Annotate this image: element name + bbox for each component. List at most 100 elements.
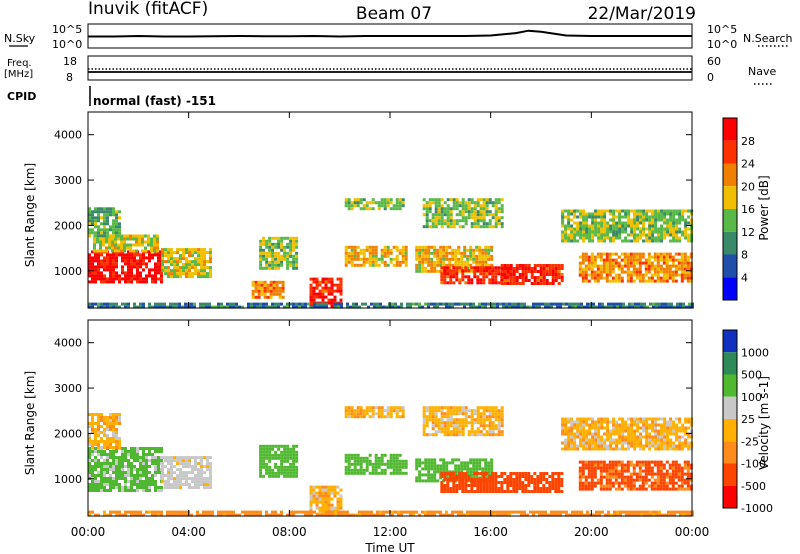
heatmap-cell <box>94 256 97 260</box>
heatmap-cell <box>561 209 565 213</box>
heatmap-cell <box>647 255 651 259</box>
heatmap-cell <box>398 471 402 475</box>
heatmap-cell <box>464 481 468 484</box>
heatmap-cell <box>466 260 470 264</box>
heatmap-cell <box>488 478 492 481</box>
heatmap-cell <box>458 406 462 410</box>
heatmap-cell <box>556 305 559 309</box>
heatmap-cell <box>659 267 663 271</box>
heatmap-cell <box>500 225 504 229</box>
heatmap-cell <box>368 462 372 466</box>
heatmap-cell <box>557 481 561 484</box>
heatmap-cell <box>97 228 100 232</box>
heatmap-cell <box>500 222 504 226</box>
heatmap-cell <box>482 281 486 285</box>
heatmap-cell <box>318 485 322 489</box>
heatmap-cell <box>479 198 483 202</box>
heatmap-cell <box>623 252 627 256</box>
heatmap-cell <box>88 302 91 306</box>
heatmap-cell <box>271 248 275 252</box>
heatmap-cell <box>564 224 568 228</box>
heatmap-cell <box>182 254 185 258</box>
heatmap-cell <box>427 464 431 468</box>
heatmap-cell <box>675 233 679 237</box>
heatmap-cell <box>689 276 693 280</box>
heatmap-cell <box>678 209 682 213</box>
heatmap-cell <box>380 251 384 255</box>
heatmap-cell <box>260 280 264 284</box>
heatmap-cell <box>482 278 486 282</box>
heatmap-cell <box>103 462 106 465</box>
heatmap-cell <box>170 269 173 273</box>
heatmap-cell <box>636 429 640 433</box>
heatmap-cell <box>682 302 685 306</box>
heatmap-cell <box>458 421 462 425</box>
heatmap-cell <box>422 207 426 211</box>
heatmap-cell <box>106 456 109 459</box>
heatmap-cell <box>398 465 402 469</box>
heatmap-cell <box>118 440 121 443</box>
heatmap-cell <box>193 305 196 309</box>
heatmap-cell <box>274 302 277 306</box>
heatmap-cell <box>286 465 290 469</box>
heatmap-cell <box>100 302 103 306</box>
heatmap-cell <box>560 490 564 493</box>
heatmap-cell <box>368 263 372 267</box>
heatmap-cell <box>684 420 688 424</box>
heatmap-cell <box>274 305 277 309</box>
heatmap-cell <box>109 259 112 263</box>
heatmap-cell <box>452 207 456 211</box>
heatmap-cell <box>497 418 501 422</box>
heatmap-cell <box>609 432 613 436</box>
heatmap-cell <box>206 456 209 460</box>
heatmap-cell <box>497 490 501 493</box>
heatmap-cell <box>509 490 513 493</box>
heatmap-cell <box>154 459 157 462</box>
heatmap-cell <box>662 478 666 482</box>
heatmap-cell <box>448 260 452 264</box>
heatmap-cell <box>469 305 472 309</box>
heatmap-cell <box>440 275 444 279</box>
heatmap-cell <box>321 497 325 501</box>
heatmap-cell <box>647 463 651 467</box>
heatmap-cell <box>478 248 482 252</box>
heatmap-cell <box>167 477 170 481</box>
heatmap-cell <box>647 267 651 271</box>
heatmap-cell <box>191 263 194 267</box>
heatmap-cell <box>620 267 624 271</box>
heatmap-cell <box>265 245 269 249</box>
heatmap-cell <box>446 216 450 220</box>
freq-panel-frame <box>87 55 693 81</box>
heatmap-cell <box>126 243 129 247</box>
heatmap-cell <box>461 481 465 484</box>
heatmap-cell <box>350 462 354 466</box>
heatmap-cell <box>506 279 510 282</box>
heatmap-cell <box>452 204 456 208</box>
heatmap-cell <box>630 420 634 424</box>
heatmap-cell <box>482 421 486 425</box>
heatmap-cell <box>455 412 459 416</box>
heatmap-cell <box>449 472 453 475</box>
heatmap-cell <box>271 456 275 460</box>
heatmap-cell <box>100 265 103 269</box>
heatmap-cell <box>461 219 465 223</box>
heatmap-cell <box>138 237 141 241</box>
heatmap-cell <box>430 458 434 462</box>
heatmap-cell <box>618 417 622 421</box>
heatmap-cell <box>97 262 100 266</box>
heatmap-cell <box>268 471 272 475</box>
heatmap-cell <box>111 249 114 253</box>
heatmap-cell <box>490 248 494 252</box>
heatmap-cell <box>439 263 443 267</box>
heatmap-cell <box>491 269 495 273</box>
heatmap-cell <box>283 456 287 460</box>
heatmap-cell <box>289 456 293 460</box>
heatmap-cell <box>324 506 328 510</box>
heatmap-cell <box>281 295 285 299</box>
heatmap-cell <box>103 210 106 214</box>
heatmap-cell <box>144 234 147 238</box>
heatmap-cell <box>389 207 393 211</box>
heatmap-cell <box>476 198 480 202</box>
heatmap-cell <box>179 474 182 478</box>
heatmap-cell <box>614 252 618 256</box>
